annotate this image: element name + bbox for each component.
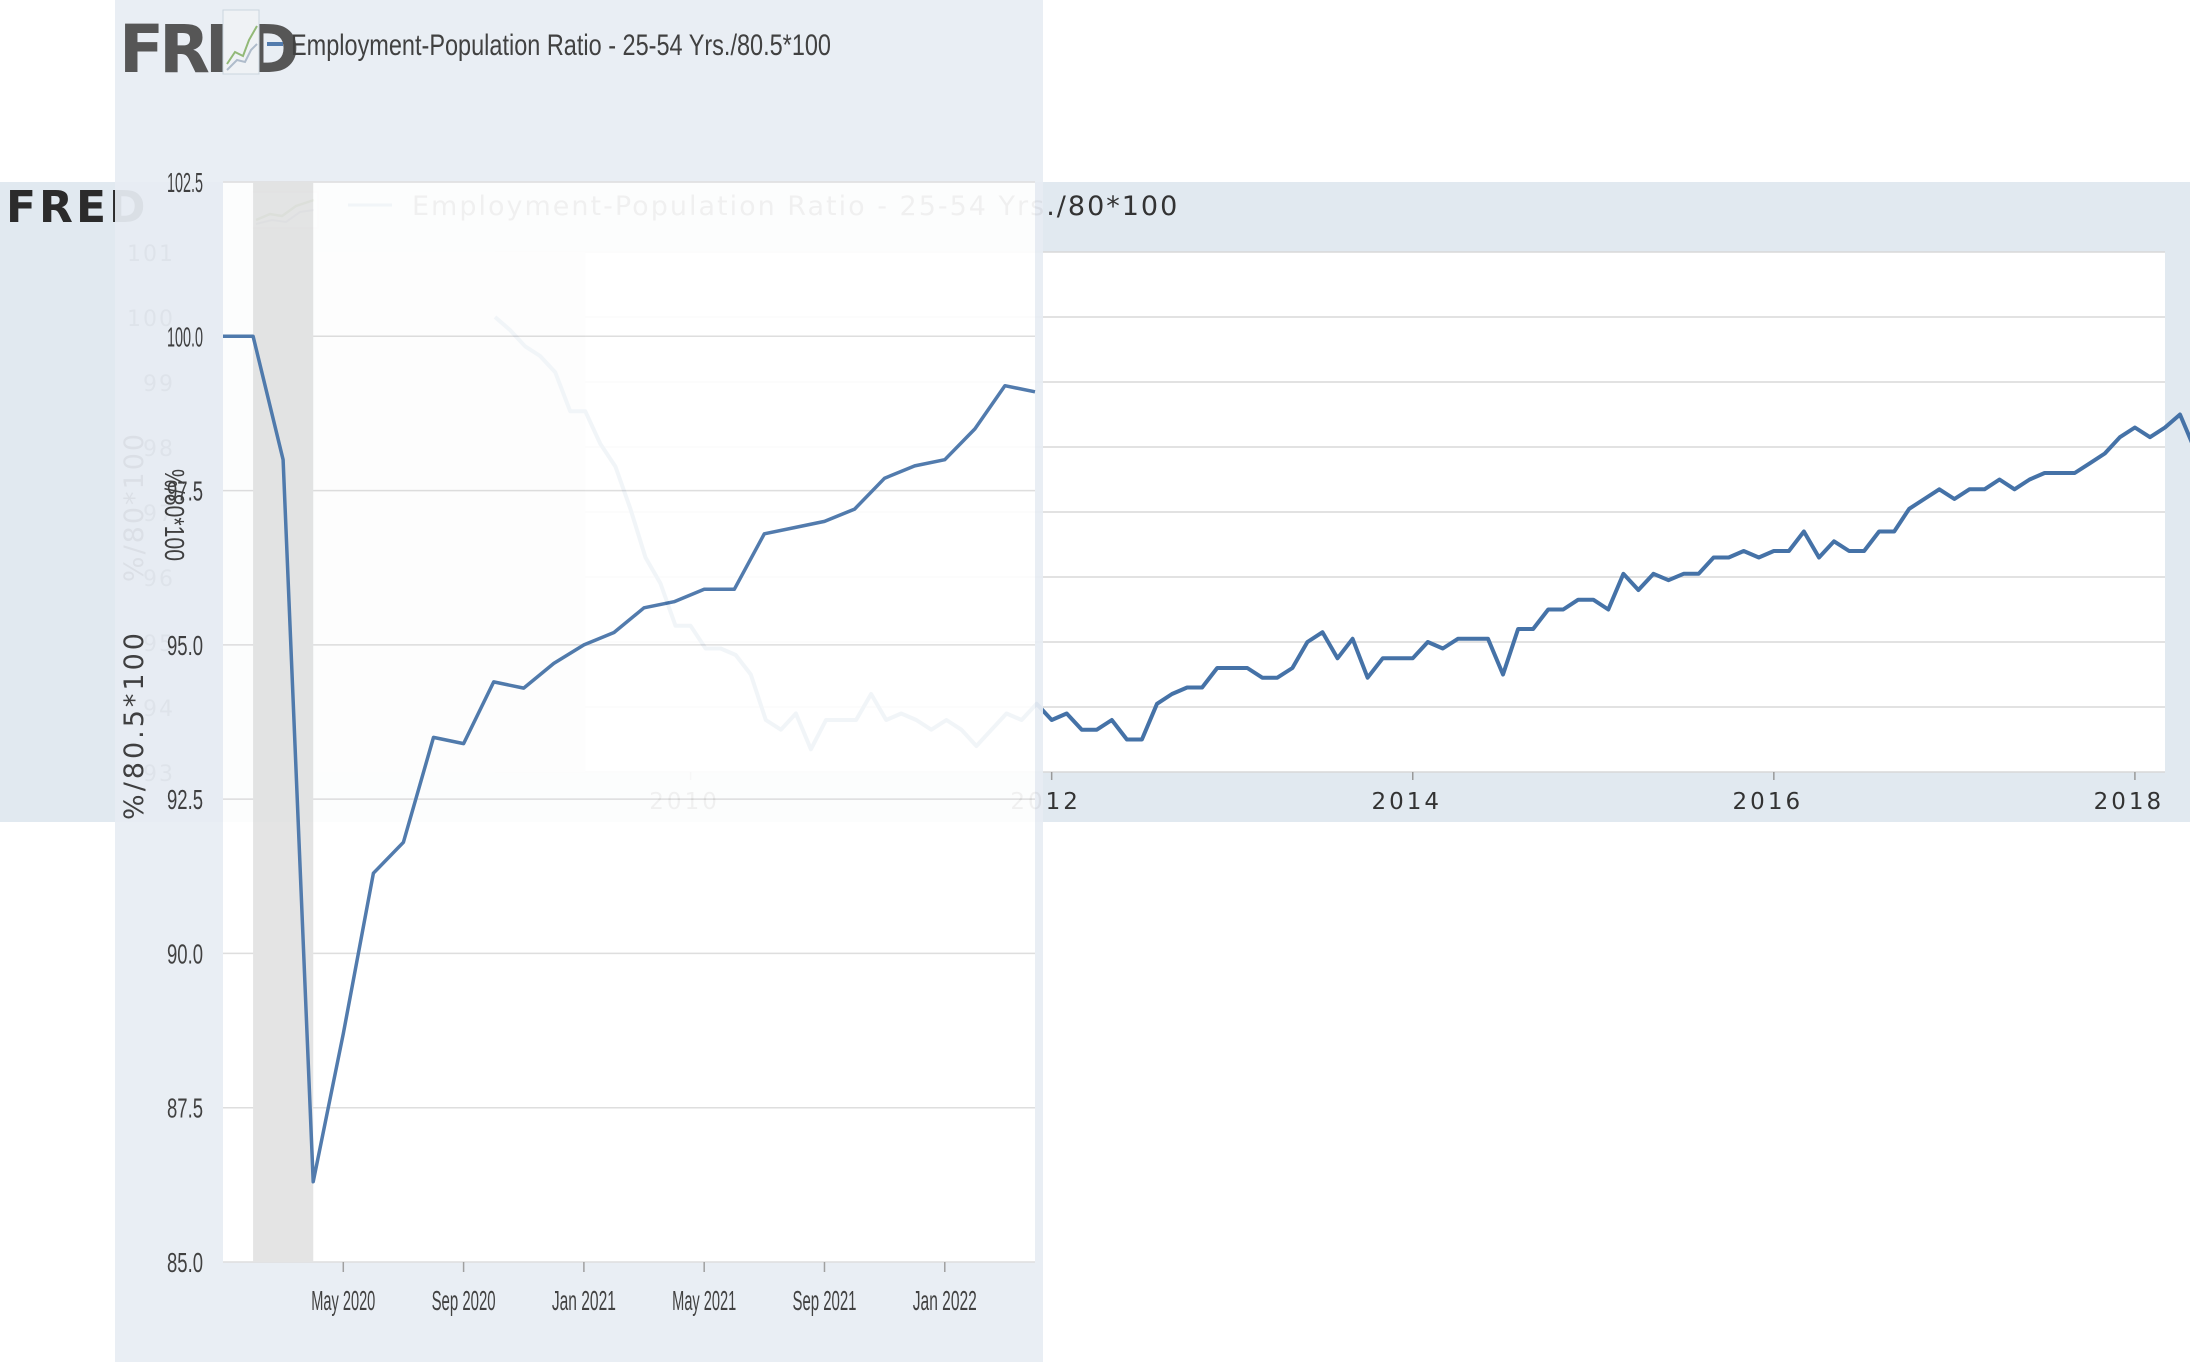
series-line (223, 334, 1036, 1184)
x-tick-label: Sep 2020 (432, 1285, 496, 1316)
x-tick-label: 2018 (2094, 789, 2165, 815)
x-tick-label: 2014 (1371, 789, 1442, 815)
y-tick-label: 90.0 (167, 938, 203, 969)
legend-label: Employment-Population Ratio - 25-54 Yrs.… (291, 29, 831, 62)
x-tick-label: May 2020 (311, 1285, 375, 1316)
y-axis-label-secondary: %/80.5*100 (119, 630, 150, 820)
y-axis-label: %/80*100 (159, 469, 190, 561)
series (223, 334, 1036, 1184)
y-tick-label: 100.0 (167, 321, 203, 352)
x-tick-label: Jan 2021 (552, 1285, 616, 1316)
y-tick-label: 85.0 (167, 1247, 203, 1278)
foreground-chart-svg: 85.0 87.5 90.0 92.5 95.0 97.5 100.0 102.5 May 2… (119, 9, 1036, 1316)
y-tick-label: 97.5 (167, 476, 203, 507)
y-axis-ticks: 85.0 87.5 90.0 92.5 95.0 97.5 100.0 102.5 (167, 167, 203, 1278)
fred-logo: FRED (119, 11, 297, 88)
foreground-chart-panel: 85.0 87.5 90.0 92.5 95.0 97.5 100.0 102.5 May 2… (115, 0, 1043, 1362)
x-tick-label: Sep 2021 (792, 1285, 856, 1316)
x-tick-label: 2016 (1733, 789, 1804, 815)
y-tick-label: 95.0 (167, 630, 203, 661)
y-tick-label: 92.5 (167, 784, 203, 815)
x-axis-ticks: May 2020 Sep 2020 Jan 2021 May 2021 Sep 2021… (311, 1262, 977, 1316)
fred-logo-graph-icon (222, 9, 260, 75)
x-tick-label: Jan 2022 (913, 1285, 977, 1316)
plot-area (223, 182, 1035, 1262)
y-tick-label: 87.5 (167, 1093, 203, 1124)
recession-band (253, 182, 314, 1262)
x-tick-label: May 2021 (672, 1285, 736, 1316)
y-tick-label: 102.5 (167, 167, 203, 198)
grid (223, 181, 1035, 1263)
recession-shading (253, 182, 314, 1262)
